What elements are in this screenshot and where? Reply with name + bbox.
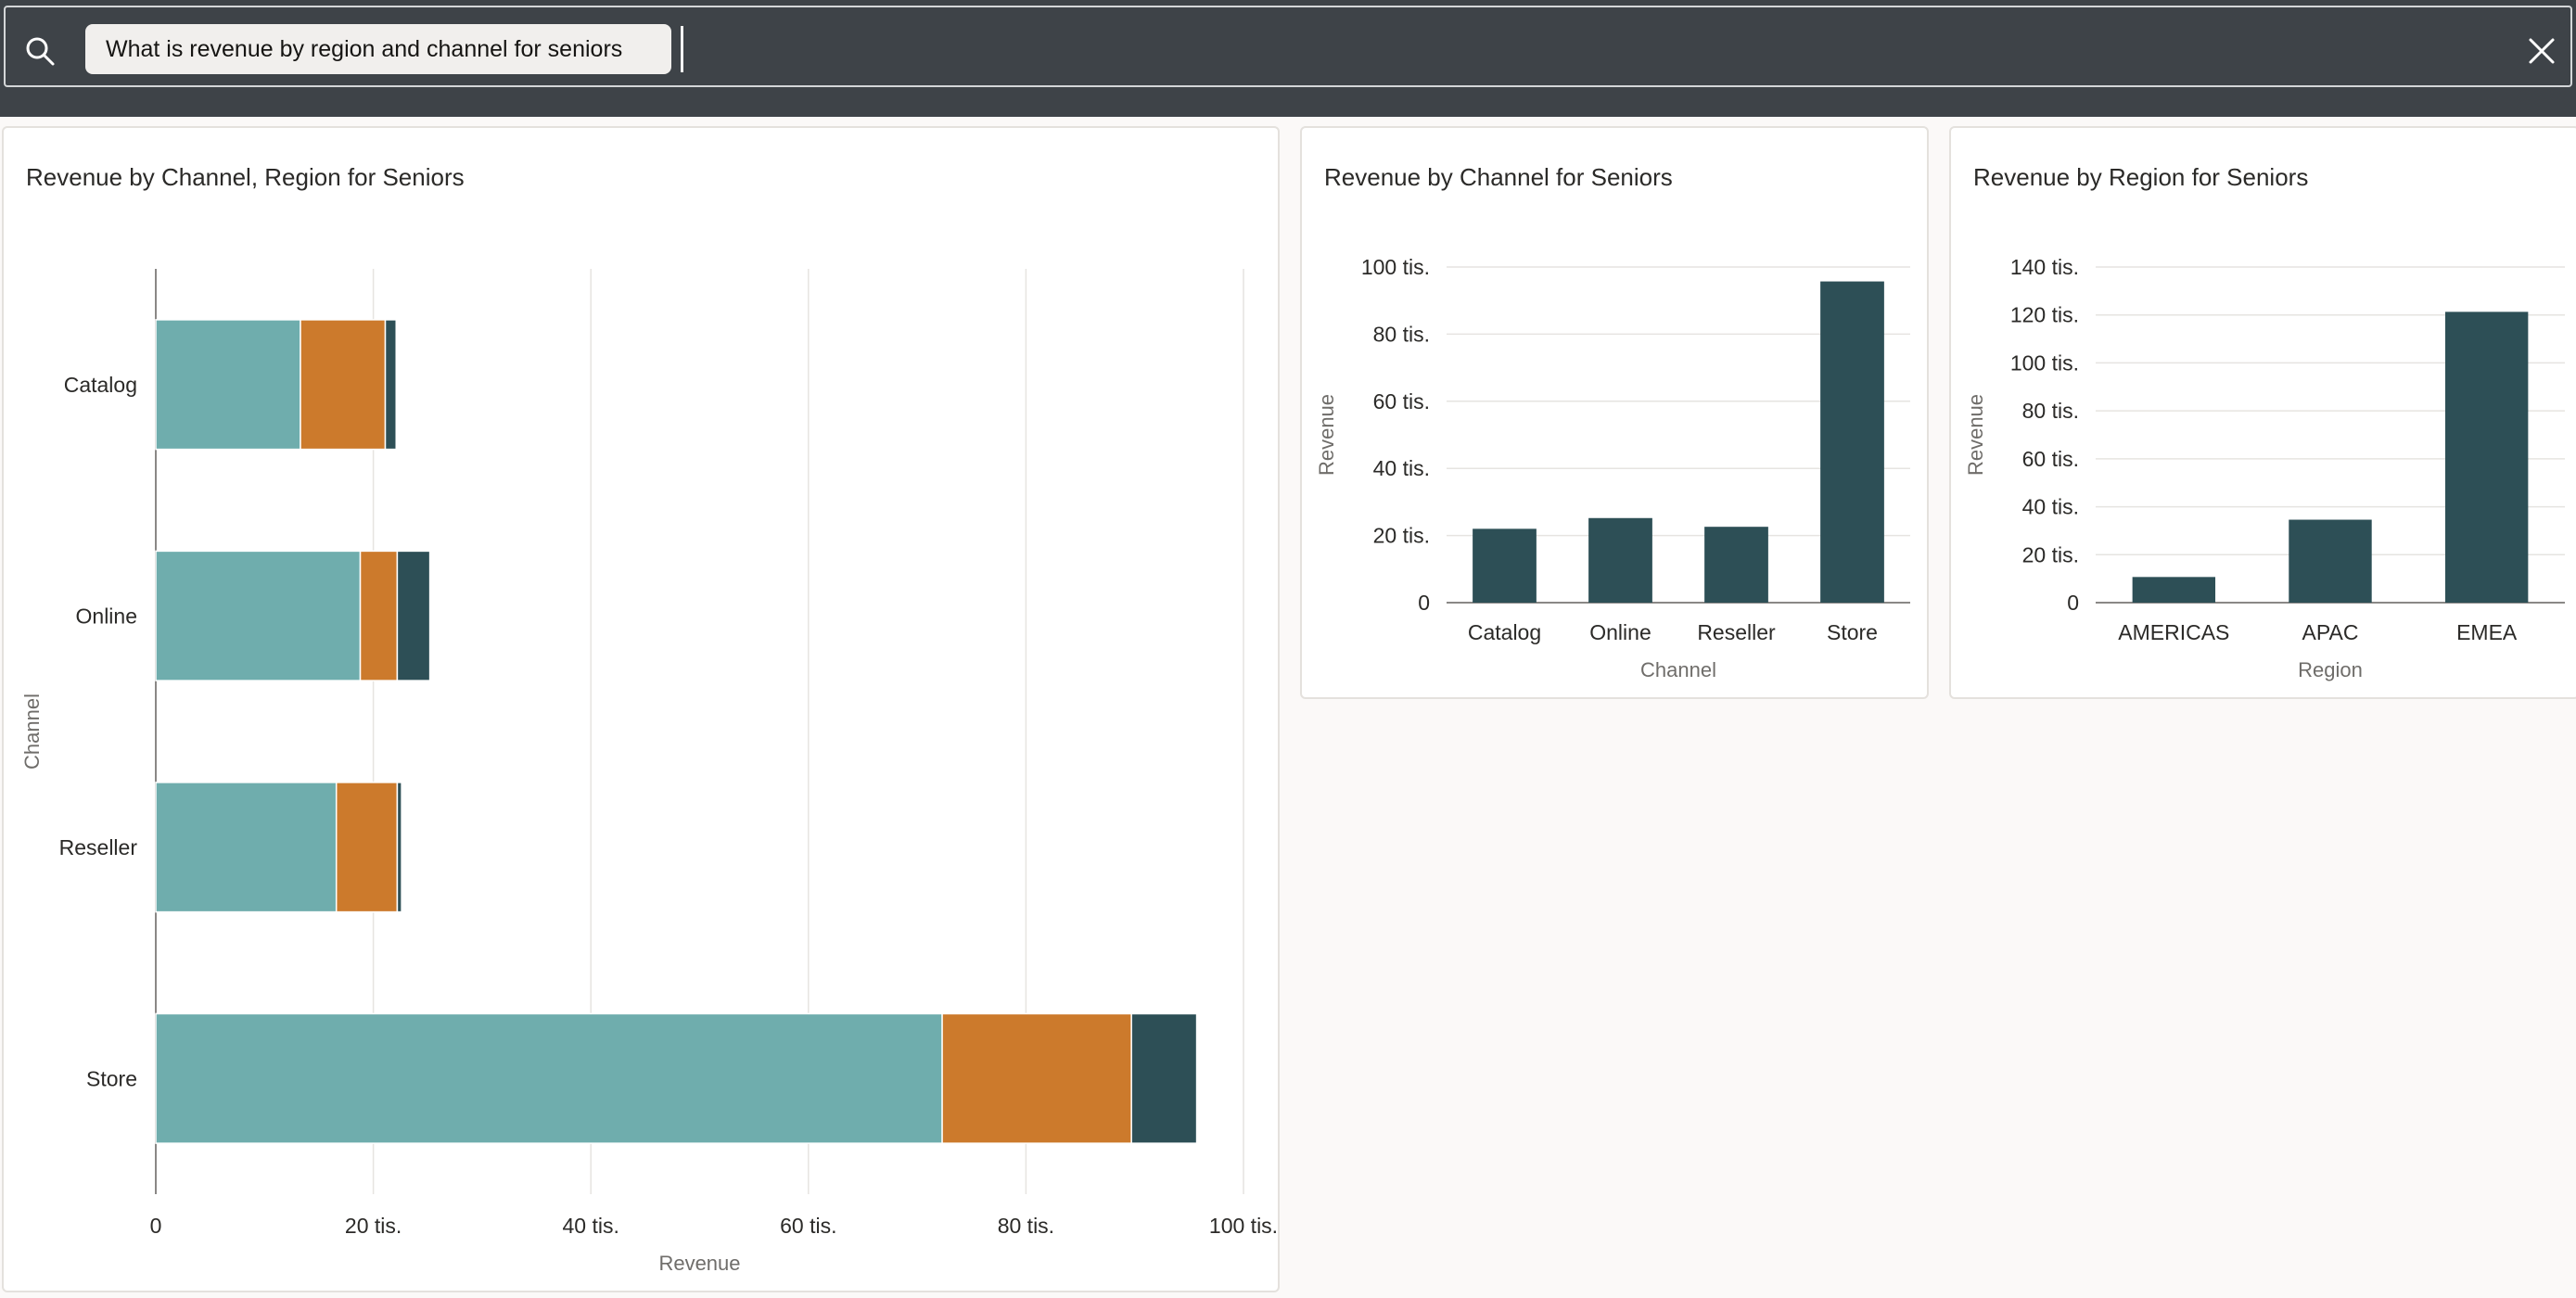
x-axis-label: Channel (1640, 658, 1716, 681)
bar-segment (396, 782, 402, 913)
y-tick-label: 60 tis. (2022, 447, 2079, 471)
x-tick-label: 60 tis. (780, 1214, 836, 1238)
close-icon[interactable] (2526, 35, 2557, 67)
category-label: Reseller (1697, 620, 1776, 644)
y-tick-label: 0 (1418, 591, 1430, 615)
category-label: Catalog (1468, 620, 1541, 644)
category-label: Store (1827, 620, 1878, 644)
bar-segment (155, 550, 362, 681)
y-tick-label: 120 tis. (2010, 303, 2079, 327)
y-tick-label: 60 tis. (1373, 389, 1430, 414)
y-tick-label: 0 (2067, 591, 2079, 615)
bar (2289, 519, 2372, 603)
category-label: Store (86, 1066, 137, 1090)
search-icon[interactable] (24, 35, 56, 67)
text-cursor (681, 26, 683, 72)
category-label: APAC (2302, 620, 2359, 644)
query-chip[interactable]: What is revenue by region and channel fo… (85, 24, 671, 74)
x-tick-label: 80 tis. (998, 1214, 1054, 1238)
bar-segment (300, 319, 387, 451)
y-axis-label: Channel (20, 694, 44, 770)
chart-title: Revenue by Region for Seniors (1973, 163, 2309, 191)
category-label: EMEA (2456, 620, 2518, 644)
bar-segment (155, 319, 301, 451)
bar (2132, 577, 2216, 603)
x-tick-label: 20 tis. (345, 1214, 402, 1238)
bar (1588, 517, 1652, 603)
chart-card-channel: Revenue by Channel for Seniors 0 20 tis. 4… (1300, 126, 1929, 699)
category-label: Reseller (59, 835, 138, 859)
x-axis-label: Revenue (658, 1252, 740, 1275)
x-tick-label: 0 (150, 1214, 162, 1238)
category-label: Catalog (64, 373, 137, 397)
bar-chart-channel: 0 20 tis. 40 tis. 60 tis. 80 tis. 100 tis. Cat… (1315, 255, 1910, 681)
bar (1704, 527, 1768, 603)
bar (1820, 281, 1884, 603)
bar-segment (359, 550, 399, 681)
bar-segment (941, 1012, 1132, 1144)
category-label: Online (1589, 620, 1651, 644)
stacked-bar-chart: 0 20 tis. 40 tis. 60 tis. 80 tis. 100 tis. Cat… (20, 269, 1278, 1275)
y-tick-label: 80 tis. (2022, 399, 2079, 423)
y-tick-label: 100 tis. (2010, 350, 2079, 375)
bar-chart-region: 0 20 tis. 40 tis. 60 tis. 80 tis. 100 tis. 120… (1964, 255, 2565, 681)
y-axis-label: Revenue (1315, 394, 1338, 476)
x-axis-label: Region (2298, 658, 2363, 681)
chart-title: Revenue by Channel for Seniors (1324, 163, 1673, 191)
x-tick-label: 40 tis. (563, 1214, 619, 1238)
bar-segment (155, 1012, 943, 1144)
top-bar: What is revenue by region and channel fo… (0, 0, 2576, 117)
bar-segment (155, 782, 338, 913)
y-tick-label: 40 tis. (1373, 456, 1430, 480)
y-tick-label: 40 tis. (2022, 495, 2079, 519)
y-tick-label: 20 tis. (2022, 542, 2079, 566)
y-tick-label: 140 tis. (2010, 255, 2079, 279)
bar (1473, 528, 1537, 603)
bar-segment (396, 550, 431, 681)
y-tick-label: 20 tis. (1373, 524, 1430, 548)
search-bar[interactable]: What is revenue by region and channel fo… (4, 6, 2572, 87)
category-label: Online (76, 604, 137, 628)
y-axis-label: Revenue (1964, 394, 1987, 476)
bar (2444, 312, 2529, 603)
category-label: AMERICAS (2118, 620, 2229, 644)
x-tick-label: 100 tis. (1209, 1214, 1278, 1238)
chart-title: Revenue by Channel, Region for Seniors (26, 163, 465, 191)
y-tick-label: 100 tis. (1361, 255, 1430, 279)
bar-segment (1130, 1012, 1198, 1144)
bar-segment (384, 319, 397, 451)
bar-segment (335, 782, 399, 913)
chart-card-region: Revenue by Region for Seniors 0 20 tis. 40… (1949, 126, 2576, 699)
chart-card-channel-region: Revenue by Channel, Region for Seniors 0… (2, 126, 1280, 1292)
y-tick-label: 80 tis. (1373, 322, 1430, 346)
